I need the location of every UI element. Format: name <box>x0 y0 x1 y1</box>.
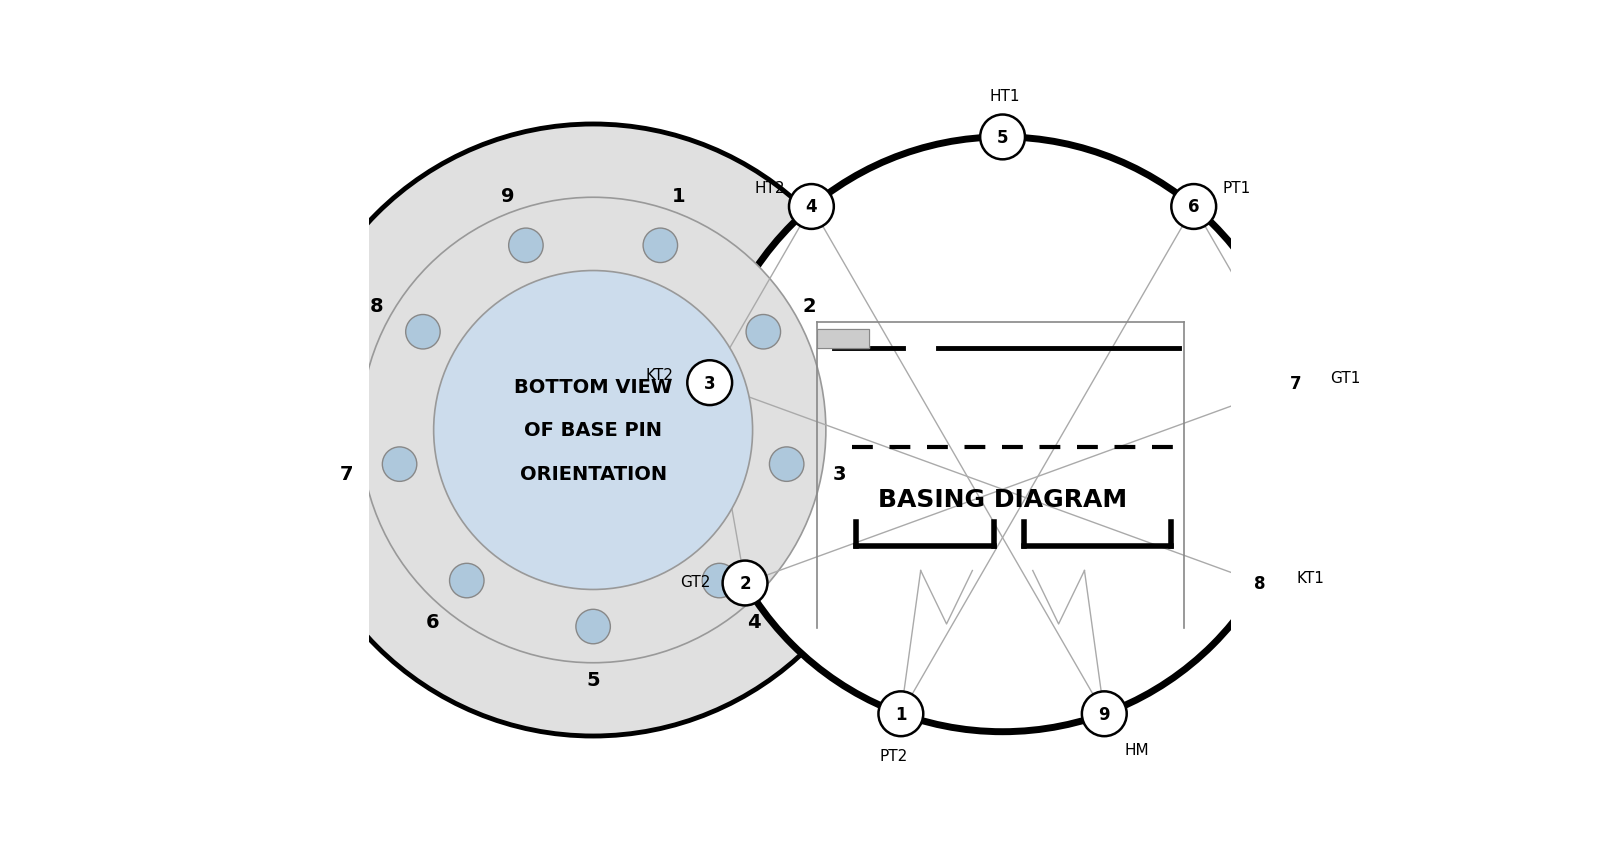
Text: ORIENTATION: ORIENTATION <box>520 464 667 483</box>
Circle shape <box>286 125 899 736</box>
Polygon shape <box>818 330 869 349</box>
Text: 9: 9 <box>501 186 514 206</box>
Circle shape <box>434 271 752 590</box>
Text: 3: 3 <box>832 464 846 483</box>
Text: HT1: HT1 <box>989 89 1019 104</box>
Text: 4: 4 <box>747 612 760 631</box>
Text: BOTTOM VIEW: BOTTOM VIEW <box>514 378 672 397</box>
Text: 8: 8 <box>1254 574 1266 592</box>
Circle shape <box>789 185 834 230</box>
Text: 1: 1 <box>894 705 907 723</box>
Circle shape <box>746 315 781 350</box>
Text: 6: 6 <box>426 612 440 631</box>
Text: BASING DIAGRAM: BASING DIAGRAM <box>878 487 1126 511</box>
Text: 4: 4 <box>805 198 818 216</box>
Circle shape <box>643 229 677 263</box>
Circle shape <box>576 610 610 644</box>
Circle shape <box>360 198 826 663</box>
Text: HM: HM <box>1125 742 1149 758</box>
Circle shape <box>406 315 440 350</box>
Text: HT2: HT2 <box>755 181 786 195</box>
Text: 8: 8 <box>370 296 384 315</box>
Text: PT1: PT1 <box>1222 181 1251 195</box>
Circle shape <box>1238 561 1283 606</box>
Circle shape <box>706 138 1299 732</box>
Text: PT2: PT2 <box>880 747 909 763</box>
Circle shape <box>878 691 923 736</box>
Circle shape <box>450 564 485 598</box>
Text: 3: 3 <box>704 375 715 393</box>
Circle shape <box>1082 691 1126 736</box>
Text: GT2: GT2 <box>680 574 710 589</box>
Text: OF BASE PIN: OF BASE PIN <box>525 421 662 440</box>
Circle shape <box>688 361 733 406</box>
Circle shape <box>981 115 1026 160</box>
Text: 9: 9 <box>1099 705 1110 723</box>
Circle shape <box>509 229 542 263</box>
Circle shape <box>1274 361 1318 406</box>
Circle shape <box>382 448 418 482</box>
Circle shape <box>702 564 736 598</box>
Text: 5: 5 <box>586 671 600 690</box>
Text: KT2: KT2 <box>646 367 674 382</box>
Text: 2: 2 <box>739 574 750 592</box>
Text: 6: 6 <box>1187 198 1200 216</box>
Text: 5: 5 <box>997 129 1008 146</box>
Circle shape <box>723 561 768 606</box>
Text: GT1: GT1 <box>1330 370 1360 386</box>
Text: 7: 7 <box>341 464 354 483</box>
Text: 1: 1 <box>672 186 685 206</box>
Text: KT1: KT1 <box>1296 571 1325 585</box>
Circle shape <box>770 448 803 482</box>
Text: 7: 7 <box>1290 375 1301 393</box>
Circle shape <box>1171 185 1216 230</box>
Text: 2: 2 <box>803 296 816 315</box>
